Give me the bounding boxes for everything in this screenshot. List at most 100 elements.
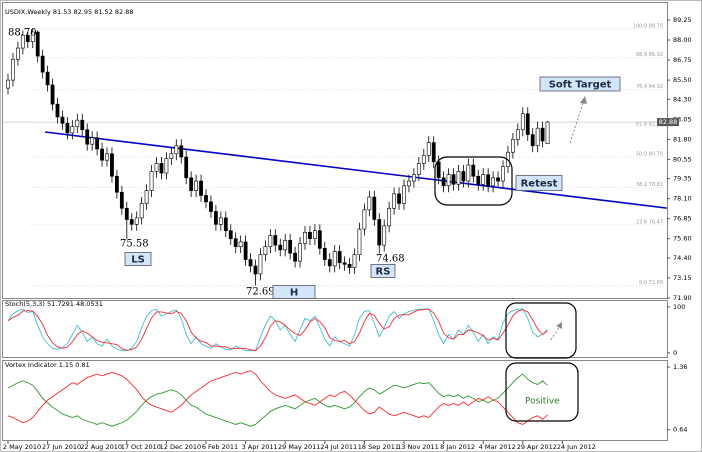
y-tick-label: 85.50 [673, 76, 692, 84]
candle-body [273, 235, 278, 246]
x-tick-label: 6 Feb 2011 [202, 443, 238, 451]
candle-body [75, 119, 80, 127]
candle-body [209, 201, 213, 212]
y-tick-label: 84.30 [673, 95, 692, 103]
annotation-box [539, 76, 621, 92]
indicator-line [7, 308, 548, 352]
fib-label: 0.0 72.69 [639, 280, 663, 286]
x-tick-label: 29 May 2011 [278, 443, 320, 451]
candle-body [535, 127, 540, 147]
annotation: 72.69 [246, 287, 275, 298]
panel-title: Stoch(5,3,3) 51.7291 48.0531 [5, 300, 103, 308]
candle-body [159, 163, 164, 174]
candle-body [55, 103, 60, 118]
candle-body [154, 163, 159, 172]
candle-body [402, 185, 406, 204]
candle-body [540, 127, 545, 142]
fib-label: 61.8 82.58 [636, 121, 663, 127]
candle-body [451, 174, 456, 185]
candle-body [416, 163, 421, 175]
candle-body [30, 31, 35, 42]
candle-body [110, 153, 114, 177]
candle-body [387, 207, 392, 227]
vortex-frame [505, 362, 579, 422]
candle-body [481, 174, 486, 185]
candle-body [377, 219, 382, 246]
x-tick-label: 12 Dec 2010 [160, 443, 202, 451]
candle-body [214, 211, 218, 225]
stoch-frame [505, 302, 577, 359]
candle-body [20, 34, 25, 49]
y-tick-label: 1.36 [673, 363, 687, 371]
x-tick-label: 24 Jun 2012 [557, 443, 596, 451]
candle-body [238, 241, 243, 248]
candle-body [486, 174, 491, 187]
y-tick-label: 73.15 [673, 274, 692, 282]
y-tick-label: 83.05 [673, 115, 692, 123]
candle-body [496, 177, 500, 182]
y-tick-label: 71.90 [673, 294, 692, 302]
y-tick-label: 0 [673, 349, 677, 357]
candle-body [179, 145, 184, 158]
fib-label: 76.4 84.92 [636, 84, 663, 90]
stoch-panel [2, 300, 668, 358]
x-tick-label: 4 Mar 2012 [479, 443, 516, 451]
fib-label: 88.9 86.92 [636, 52, 663, 58]
y-tick-label: 75.60 [673, 235, 692, 243]
target-arrow [569, 99, 585, 144]
candle-body [303, 232, 307, 244]
candle-body [263, 246, 268, 256]
candle-body [476, 175, 481, 185]
y-tick-label: 86.75 [673, 56, 692, 64]
candle-body [382, 225, 387, 246]
fib-label: 23.6 76.47 [636, 219, 663, 225]
candle-body [530, 134, 535, 147]
annotation: 75.58 [120, 239, 149, 250]
y-tick-label: 88.00 [673, 36, 692, 44]
price-panel [2, 2, 668, 299]
indicator-line [7, 373, 548, 427]
candle-body [6, 79, 10, 89]
candle-body [45, 71, 50, 86]
candle-body [35, 31, 40, 57]
price-box [657, 118, 679, 127]
candle-body [204, 195, 208, 203]
annotation: LS [131, 255, 145, 266]
candle-body [510, 139, 515, 153]
y-tick-label: 81.80 [673, 135, 692, 143]
price-box-label: 82.88 [659, 118, 678, 126]
fib-label: 50.0 80.70 [636, 152, 663, 158]
candle-body [124, 207, 129, 220]
retest-frame [434, 156, 513, 206]
candle-body [228, 230, 233, 240]
panel-title: Vortex Indicator 1.15 0.81 [5, 361, 90, 369]
candle-body [100, 148, 104, 161]
candle-body [392, 193, 397, 209]
candle-body [144, 190, 149, 204]
candle-body [288, 240, 293, 254]
candle-body [293, 252, 298, 262]
candle-body [268, 235, 273, 248]
x-tick-label: 8 Jan 2012 [440, 443, 475, 451]
y-tick-label: 89.25 [673, 16, 692, 24]
annotation-box [515, 175, 563, 191]
candle-body [115, 175, 119, 193]
candle-body [40, 55, 45, 73]
annotation: H [290, 288, 298, 299]
candle-body [164, 158, 169, 174]
candle-body [233, 238, 238, 248]
candle-body [411, 174, 416, 182]
candle-body [218, 217, 223, 225]
candle-body [223, 217, 228, 232]
annotation: 74.68 [376, 254, 405, 265]
annotation: 88.70 [8, 28, 37, 39]
indicator-line [7, 308, 548, 352]
candle-body [466, 164, 471, 182]
candle-body [129, 219, 134, 225]
y-tick-label: 76.85 [673, 215, 692, 223]
candle-body [357, 228, 362, 256]
candle-body [243, 241, 248, 260]
candle-body [525, 113, 530, 135]
candle-body [372, 196, 377, 220]
target-arrowhead [580, 96, 587, 104]
